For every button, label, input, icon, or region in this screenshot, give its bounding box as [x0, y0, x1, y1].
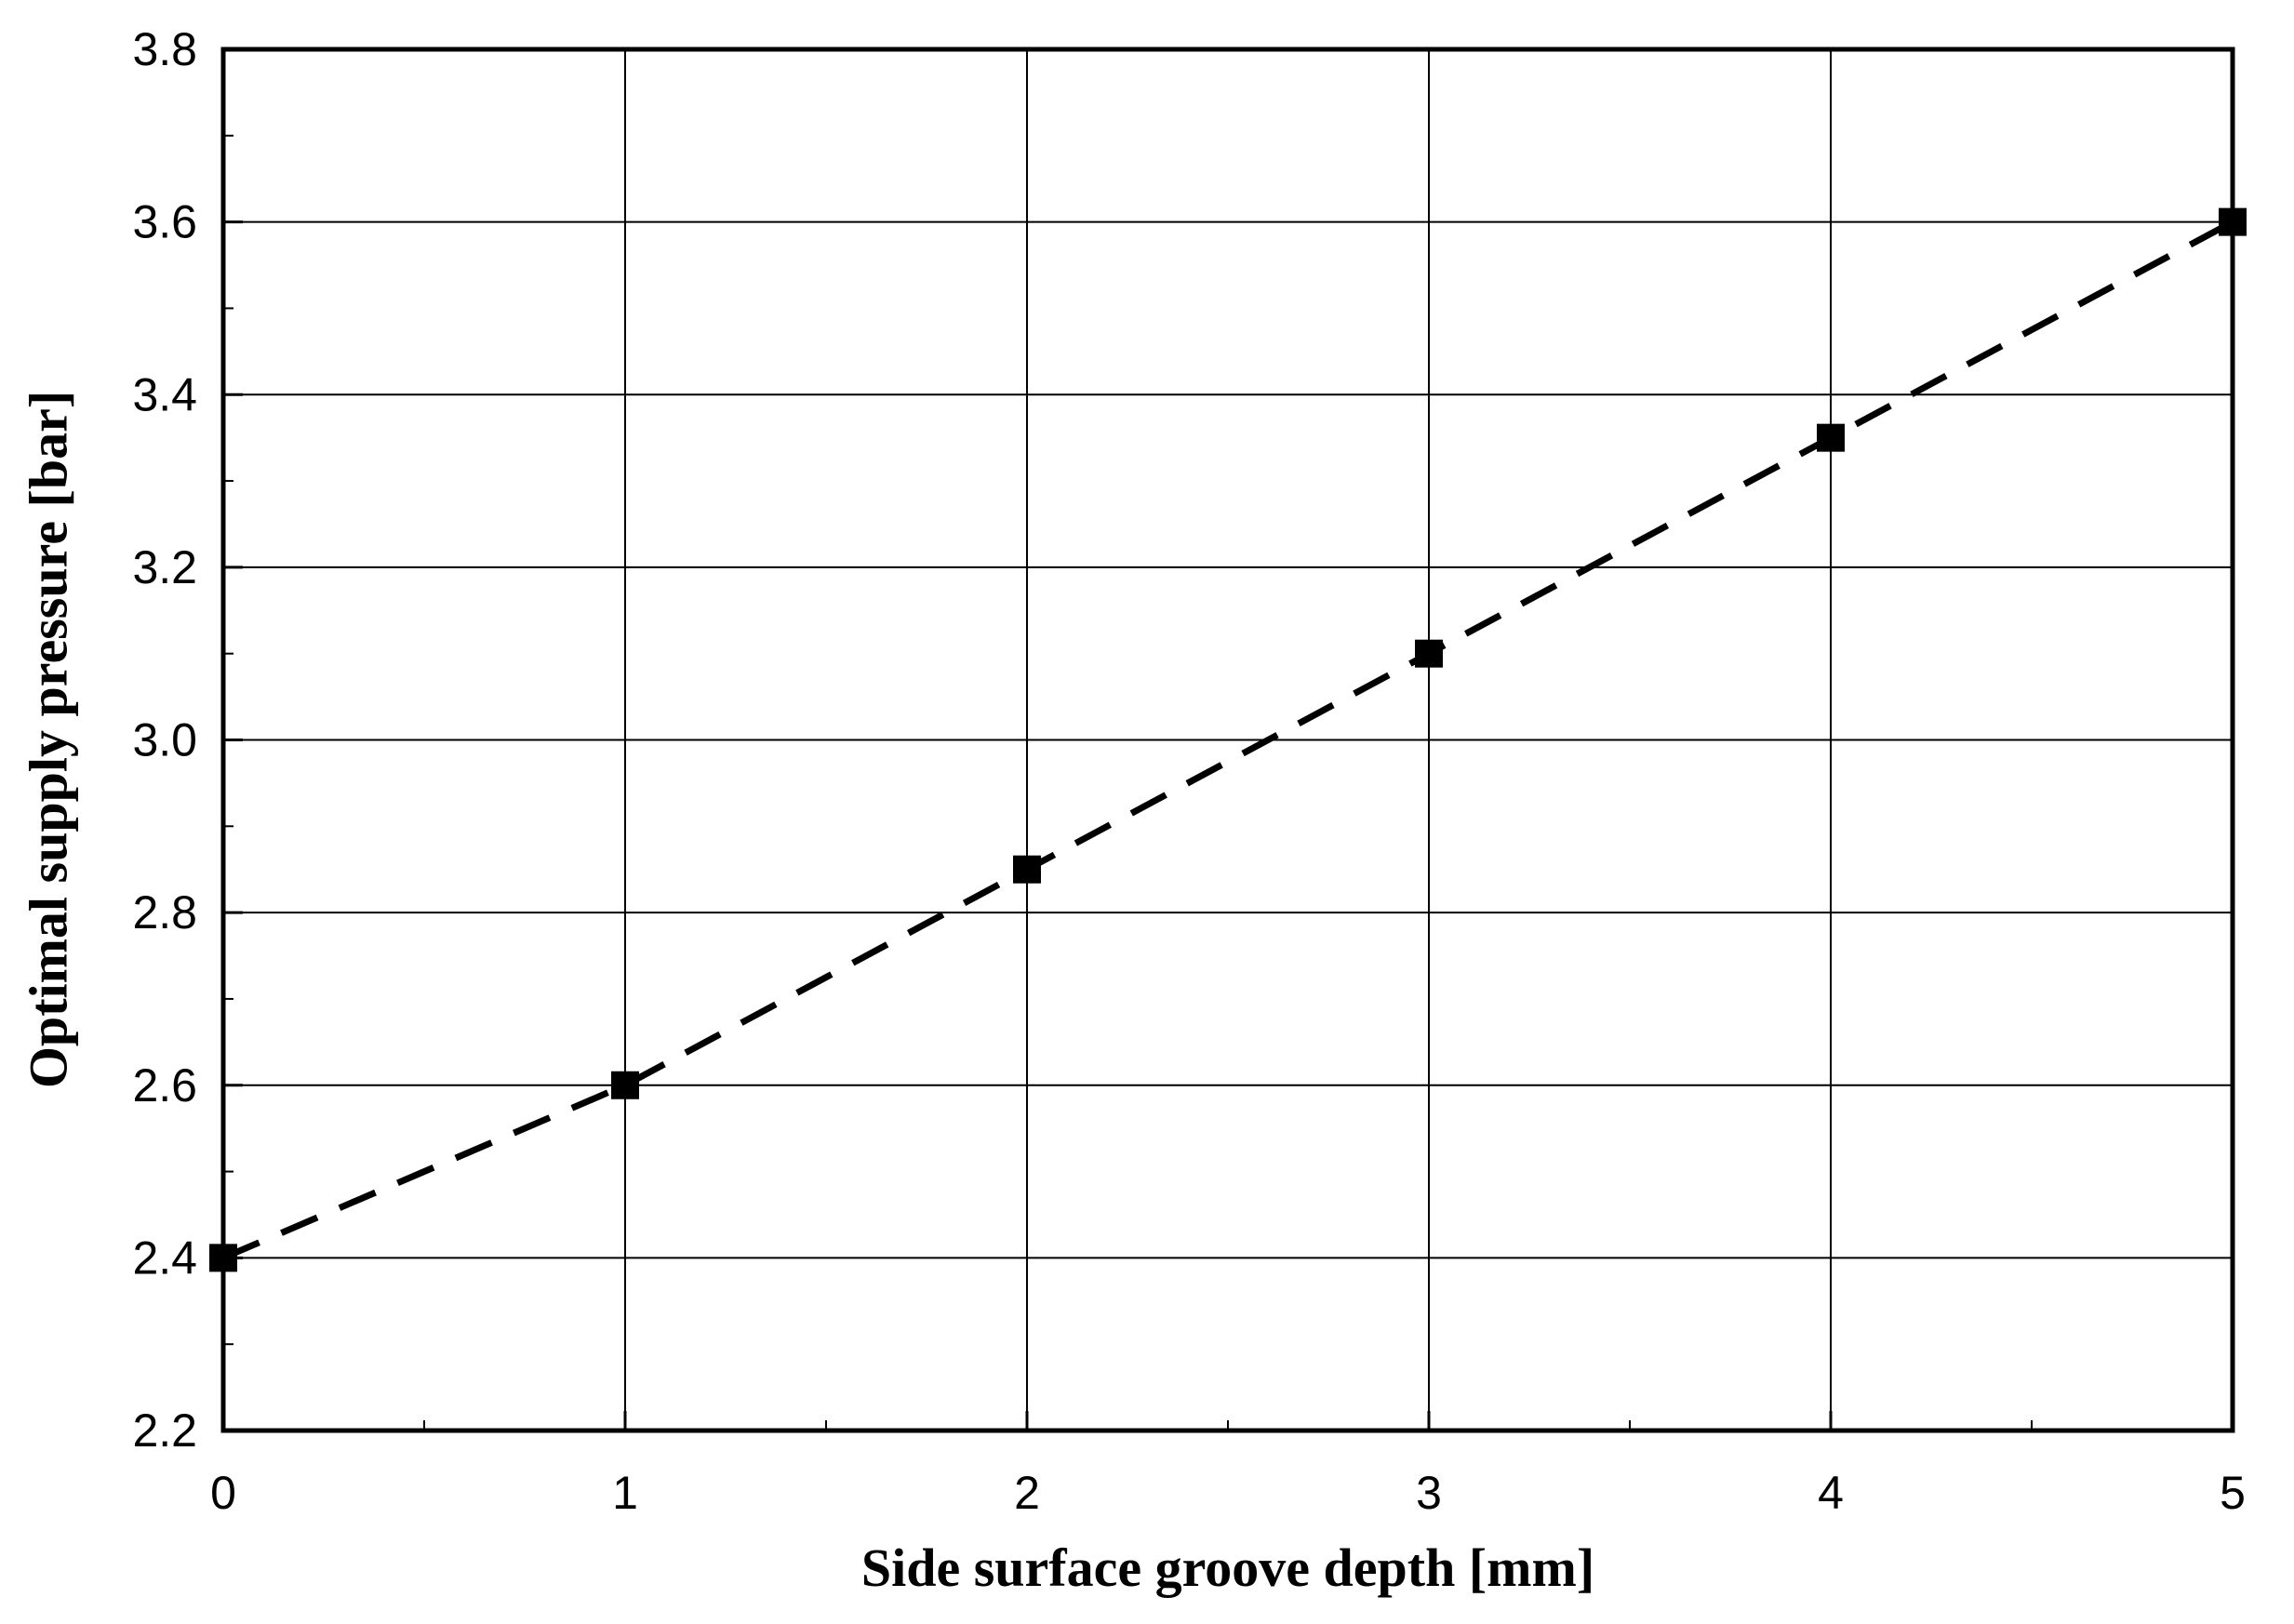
y-tick-label: 2.2 — [132, 1404, 197, 1457]
y-tick-label: 2.8 — [132, 886, 197, 938]
axis-ticks — [221, 47, 2234, 1432]
y-tick-label: 2.6 — [132, 1059, 197, 1112]
y-tick-label: 3.8 — [132, 23, 197, 75]
y-tick-label: 3.2 — [132, 541, 197, 593]
x-tick-labels: 0 1 2 3 4 5 — [210, 1467, 2246, 1519]
data-point-marker — [2219, 207, 2247, 236]
data-point-marker — [611, 1071, 639, 1099]
data-point-marker — [1013, 855, 1041, 884]
gridlines — [223, 48, 2234, 1431]
y-tick-label: 3.4 — [132, 368, 197, 420]
x-tick-label: 5 — [2220, 1467, 2246, 1519]
y-tick-label: 2.4 — [132, 1231, 197, 1284]
y-tick-labels: 2.2 2.4 2.6 2.8 3.0 3.2 3.4 3.6 3.8 — [132, 23, 197, 1457]
y-axis-title: Optimal supply pressure [bar] — [18, 390, 79, 1089]
x-axis-title: Side surface groove depth [mm] — [860, 1537, 1595, 1598]
x-tick-label: 2 — [1014, 1467, 1040, 1519]
data-point-marker — [1817, 423, 1845, 452]
y-tick-label: 3.6 — [132, 196, 197, 248]
x-tick-label: 4 — [1818, 1467, 1844, 1519]
y-tick-label: 3.0 — [132, 714, 197, 766]
x-tick-label: 3 — [1416, 1467, 1442, 1519]
data-point-marker — [1415, 639, 1443, 668]
x-tick-label: 1 — [612, 1467, 638, 1519]
data-point-marker — [209, 1244, 237, 1272]
x-tick-label: 0 — [210, 1467, 236, 1519]
data-markers — [209, 207, 2247, 1272]
